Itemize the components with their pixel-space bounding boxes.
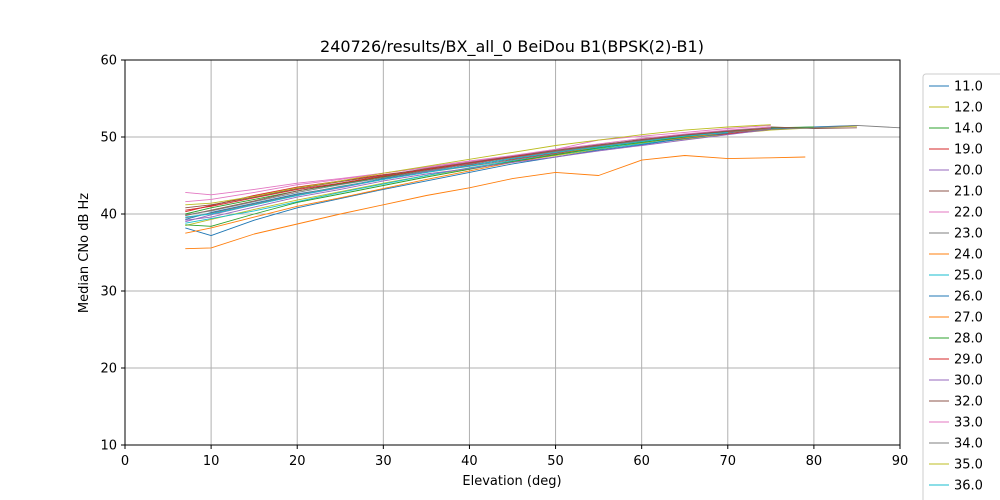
series-line-34.0	[185, 128, 771, 216]
legend-label-14.0: 14.0	[954, 122, 983, 137]
series-line-25.0	[185, 131, 728, 224]
legend-label-32.0: 32.0	[954, 395, 983, 410]
legend-label-34.0: 34.0	[954, 437, 983, 452]
x-tick-label: 0	[121, 454, 129, 469]
x-tick-label: 60	[633, 454, 650, 469]
chart-title: 240726/results/BX_all_0 BeiDou B1(BPSK(2…	[320, 37, 704, 57]
legend: 11.0 12.0 14.0 19.0 20.0 21.0 22.0 23.0 24.0 25.0…	[922, 73, 1000, 500]
legend-label-33.0: 33.0	[954, 416, 983, 431]
x-tick-label: 10	[203, 454, 220, 469]
x-tick-label: 70	[720, 454, 737, 469]
series-line-36.0	[185, 131, 728, 218]
x-tick-label: 40	[461, 454, 478, 469]
legend-label-12.0: 12.0	[954, 101, 983, 116]
legend-label-11.0: 11.0	[954, 80, 983, 95]
legend-label-27.0: 27.0	[954, 311, 983, 326]
y-axis-label: Median CNo dB Hz	[77, 193, 92, 313]
series-line-24.0	[185, 155, 806, 250]
legend-label-25.0: 25.0	[954, 269, 983, 284]
legend-box	[922, 73, 1000, 500]
y-tick-label: 20	[100, 362, 117, 377]
series-line-32.0	[185, 127, 771, 209]
x-tick-label: 20	[289, 454, 306, 469]
series-lines	[185, 124, 901, 250]
legend-label-19.0: 19.0	[954, 143, 983, 158]
series-line-20.0	[185, 128, 771, 223]
legend-label-35.0: 35.0	[954, 458, 983, 473]
series-line-26.0	[185, 132, 728, 237]
series-line-28.0	[185, 126, 771, 227]
legend-label-20.0: 20.0	[954, 164, 983, 179]
x-tick-label: 90	[892, 454, 909, 469]
x-axis: 0 10 20 30 40 50 60 70 80 90	[121, 445, 908, 469]
series-line-22.0	[185, 124, 771, 196]
series-line-30.0	[185, 128, 771, 221]
legend-label-23.0: 23.0	[954, 227, 983, 242]
legend-label-36.0: 36.0	[954, 479, 983, 494]
x-tick-label: 80	[806, 454, 823, 469]
legend-label-29.0: 29.0	[954, 353, 983, 368]
legend-label-28.0: 28.0	[954, 332, 983, 347]
y-tick-label: 50	[100, 131, 117, 146]
series-line-27.0	[185, 127, 771, 234]
y-tick-label: 30	[100, 285, 117, 300]
series-line-23.0	[185, 124, 901, 219]
legend-label-26.0: 26.0	[954, 290, 983, 305]
x-tick-label: 50	[547, 454, 564, 469]
legend-label-22.0: 22.0	[954, 206, 983, 221]
plot-frame	[124, 59, 901, 446]
series-line-35.0	[185, 124, 771, 206]
legend-label-21.0: 21.0	[954, 185, 983, 200]
y-tick-label: 60	[100, 54, 117, 69]
legend-label-24.0: 24.0	[954, 248, 983, 263]
x-tick-label: 30	[375, 454, 392, 469]
series-line-33.0	[185, 126, 771, 203]
x-axis-label: Elevation (deg)	[462, 474, 561, 489]
legend-label-30.0: 30.0	[954, 374, 983, 389]
grid	[124, 59, 901, 446]
y-axis: 10 20 30 40 50 60	[100, 54, 125, 454]
y-tick-label: 40	[100, 208, 117, 223]
y-tick-label: 10	[100, 439, 117, 454]
